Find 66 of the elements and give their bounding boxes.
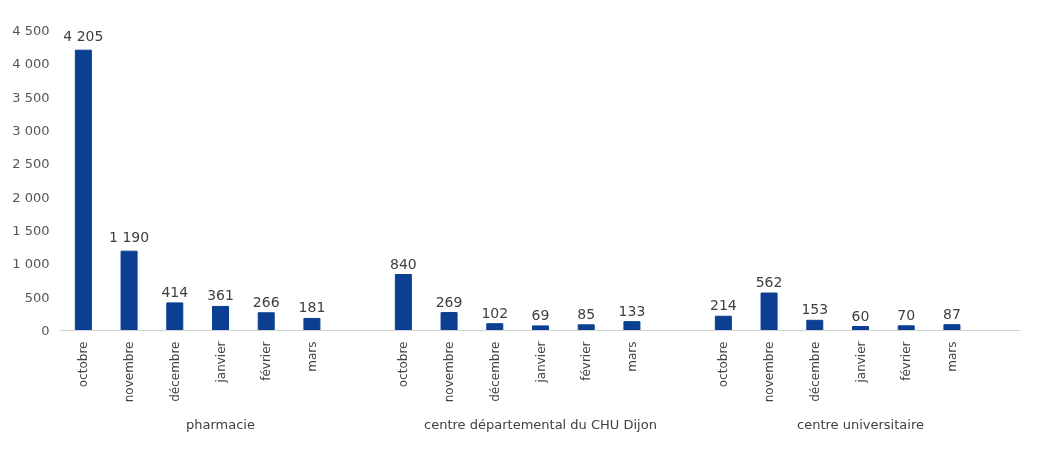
x-tick-label: février (899, 341, 914, 381)
data-label: 102 (481, 304, 509, 321)
x-tick-label: décembre (807, 341, 822, 402)
x-tick-label: janvier (533, 341, 548, 384)
bar (212, 305, 229, 331)
bar (623, 321, 641, 331)
x-tick-label: novembre (762, 341, 777, 403)
data-label: 87 (943, 305, 961, 322)
text: centre départemental du CHU Dijon (424, 416, 657, 432)
bar (394, 274, 412, 331)
x-tick-label: octobre (716, 341, 731, 388)
text: centre universitaire (797, 416, 924, 432)
y-tick-label: 1 500 (12, 223, 50, 238)
data-label: 269 (435, 293, 463, 310)
data-label: 414 (161, 283, 189, 300)
data-label: 361 (207, 287, 234, 304)
bar (257, 312, 275, 331)
bar (303, 317, 321, 331)
bar (532, 325, 549, 331)
data-label: 70 (897, 306, 916, 323)
y-tick-label: 1 000 (12, 256, 50, 272)
bar (486, 323, 504, 331)
y-tick-label: 2 500 (12, 156, 50, 172)
x-tick-label: février (259, 341, 274, 381)
x-tick-label: novembre (442, 341, 457, 403)
bar (577, 324, 595, 331)
y-tick-label: 0 (41, 323, 50, 338)
bar (120, 250, 138, 331)
x-tick-label: février (579, 341, 594, 381)
bar (943, 324, 961, 331)
data-label: 1 190 (109, 229, 150, 246)
bar (714, 315, 732, 331)
x-tick-label: novembre (122, 341, 137, 403)
x-tick-label: mars (624, 341, 639, 372)
bar (74, 49, 92, 331)
bar (760, 292, 778, 331)
bar (806, 319, 824, 331)
x-tick-label: janvier (213, 341, 228, 384)
bar (166, 302, 184, 331)
y-tick-label: 4 000 (12, 56, 50, 72)
data-label: 4 205 (63, 28, 104, 45)
x-tick-label: octobre (396, 341, 411, 388)
data-label: 266 (252, 293, 280, 310)
x-tick-label: décembre (487, 341, 502, 402)
data-label: 840 (390, 255, 417, 272)
x-tick-label: mars (304, 341, 319, 372)
data-label: 181 (298, 299, 326, 316)
x-tick-label: décembre (167, 341, 182, 402)
bar (897, 325, 915, 331)
bar (440, 312, 458, 331)
y-tick-label: 3 000 (12, 123, 50, 138)
y-tick-label: 4 500 (12, 23, 50, 38)
x-tick-label: octobre (76, 341, 91, 388)
data-label: 60 (851, 307, 870, 324)
data-label: 69 (531, 306, 550, 323)
y-tick-label: 2 000 (12, 189, 50, 205)
x-tick-label: janvier (853, 341, 868, 384)
data-label: 133 (618, 302, 646, 319)
y-tick-label: 500 (24, 289, 50, 305)
data-label: 153 (801, 301, 829, 318)
data-label: 562 (755, 274, 783, 291)
text: pharmacie (186, 416, 255, 432)
data-label: 85 (577, 305, 596, 322)
x-tick-label: mars (944, 341, 959, 372)
y-tick-label: 3 500 (12, 89, 50, 105)
data-label: 214 (710, 297, 737, 314)
